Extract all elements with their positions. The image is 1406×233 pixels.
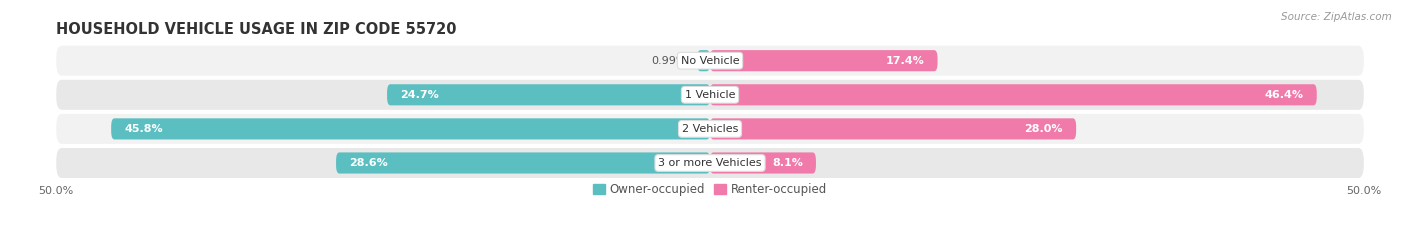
FancyBboxPatch shape bbox=[710, 84, 1317, 105]
Text: 3 or more Vehicles: 3 or more Vehicles bbox=[658, 158, 762, 168]
FancyBboxPatch shape bbox=[56, 148, 1364, 178]
Text: 46.4%: 46.4% bbox=[1264, 90, 1303, 100]
Text: 28.0%: 28.0% bbox=[1025, 124, 1063, 134]
Text: 28.6%: 28.6% bbox=[349, 158, 388, 168]
FancyBboxPatch shape bbox=[336, 152, 710, 174]
FancyBboxPatch shape bbox=[710, 118, 1076, 140]
FancyBboxPatch shape bbox=[56, 80, 1364, 110]
Text: 0.99%: 0.99% bbox=[651, 56, 686, 66]
Text: 24.7%: 24.7% bbox=[401, 90, 439, 100]
Text: 17.4%: 17.4% bbox=[886, 56, 925, 66]
Text: No Vehicle: No Vehicle bbox=[681, 56, 740, 66]
FancyBboxPatch shape bbox=[710, 152, 815, 174]
FancyBboxPatch shape bbox=[56, 46, 1364, 76]
FancyBboxPatch shape bbox=[697, 50, 710, 71]
Text: 1 Vehicle: 1 Vehicle bbox=[685, 90, 735, 100]
Text: 2 Vehicles: 2 Vehicles bbox=[682, 124, 738, 134]
Text: Source: ZipAtlas.com: Source: ZipAtlas.com bbox=[1281, 12, 1392, 22]
Legend: Owner-occupied, Renter-occupied: Owner-occupied, Renter-occupied bbox=[588, 178, 832, 201]
Text: 8.1%: 8.1% bbox=[772, 158, 803, 168]
FancyBboxPatch shape bbox=[111, 118, 710, 140]
Text: HOUSEHOLD VEHICLE USAGE IN ZIP CODE 55720: HOUSEHOLD VEHICLE USAGE IN ZIP CODE 5572… bbox=[56, 22, 457, 37]
Text: 45.8%: 45.8% bbox=[124, 124, 163, 134]
FancyBboxPatch shape bbox=[710, 50, 938, 71]
FancyBboxPatch shape bbox=[56, 114, 1364, 144]
FancyBboxPatch shape bbox=[387, 84, 710, 105]
